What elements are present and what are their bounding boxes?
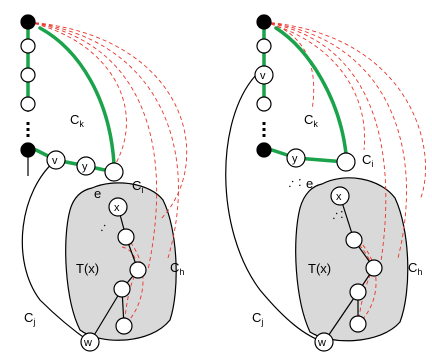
left-node-y: y [82,161,88,173]
right-label-ci: Ci [362,152,373,169]
right-label-e: e [306,176,313,191]
right-ellipsis-3: : [331,208,342,223]
left-label-e: e [94,186,101,201]
right-label-cj: Cj [252,310,263,327]
left-dashed-arcs [27,21,188,327]
left-region-tx [65,182,177,341]
left-node-v: v [52,155,58,167]
left-panel: v y x w e : T(x) Ck Ci Ch Cj [20,14,188,352]
right-region-tx [295,177,409,342]
right-panel: v y x w e : : : : T(x) Ck Ci Ch Cj [225,14,426,352]
left-label-cj: Cj [24,310,35,327]
left-label-ch: Ch [170,260,184,277]
right-spine-dots [262,122,266,137]
right-ellipsis-4: : [340,206,344,221]
right-label-ch: Ch [408,260,422,277]
right-node-v: v [260,70,266,82]
left-node-w: w [83,337,92,349]
right-ellipsis-2: : [298,174,302,189]
right-label-tx: T(x) [308,261,331,276]
right-label-ck: Ck [304,112,318,129]
left-label-tx: T(x) [76,261,99,276]
left-label-ci: Ci [132,178,143,195]
right-node-w: w [317,337,326,349]
left-label-ck: Ck [70,112,84,129]
right-ellipsis-1: : [287,176,298,191]
left-node-x: x [114,202,120,214]
right-node-y: y [292,153,298,165]
left-spine-dots [26,122,30,137]
left-ellipsis: : [99,220,110,235]
right-node-x: x [336,191,342,203]
